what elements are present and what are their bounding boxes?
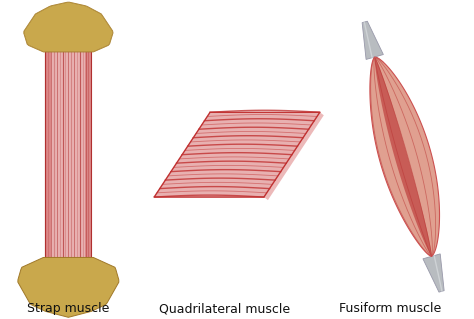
Text: Strap muscle: Strap muscle xyxy=(27,302,109,315)
Polygon shape xyxy=(18,257,119,317)
Polygon shape xyxy=(85,50,91,259)
Polygon shape xyxy=(154,112,320,197)
Text: Quadrilateral muscle: Quadrilateral muscle xyxy=(159,302,291,315)
Polygon shape xyxy=(423,254,444,292)
Polygon shape xyxy=(362,21,383,59)
Polygon shape xyxy=(374,57,432,256)
Polygon shape xyxy=(24,2,113,52)
Polygon shape xyxy=(264,112,324,200)
Polygon shape xyxy=(46,50,51,259)
Text: Fusiform muscle: Fusiform muscle xyxy=(338,302,441,315)
Polygon shape xyxy=(46,50,91,259)
Polygon shape xyxy=(370,57,439,256)
